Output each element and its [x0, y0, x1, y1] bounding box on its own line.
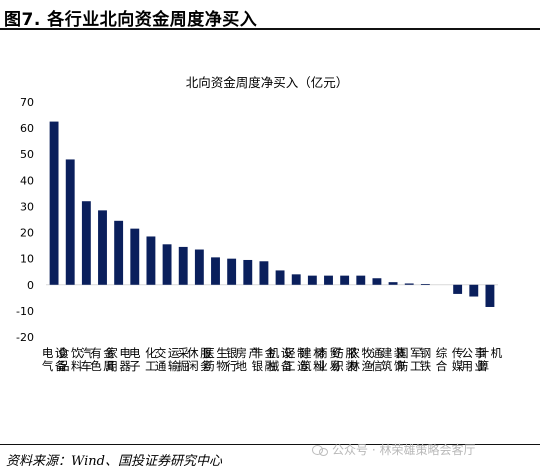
- x-tick-label: 家用电器: [106, 346, 131, 373]
- bar: [372, 278, 382, 285]
- bar: [49, 121, 59, 285]
- bar: [307, 275, 317, 285]
- x-tick-label: 汽车: [81, 346, 93, 373]
- bar: [81, 201, 91, 285]
- bar: [65, 159, 75, 285]
- y-tick-label: 10: [20, 253, 34, 266]
- y-tick-label: 30: [20, 200, 34, 213]
- x-tick-label: 国防军工: [397, 346, 422, 373]
- bottom-rule: [0, 444, 540, 445]
- x-tick-label: 纺织服装: [332, 346, 357, 373]
- source-note: 资料来源：Wind、国投证券研究中心: [6, 454, 222, 469]
- x-tick-label: 交通运输: [155, 346, 180, 373]
- x-tick-label: 医药生物: [203, 346, 228, 373]
- top-rule: [0, 28, 540, 30]
- figure-header: 图7. 各行业北向资金周度净买入: [0, 0, 540, 30]
- y-tick-label: 60: [20, 122, 34, 135]
- y-tick-label: 40: [20, 174, 34, 187]
- y-tick-label: 0: [27, 279, 34, 292]
- x-tick-label: 休闲服务: [187, 346, 212, 373]
- x-tick-label: 公用事业: [462, 346, 487, 373]
- bars: [49, 121, 495, 307]
- bar: [485, 284, 495, 307]
- bar: [146, 236, 156, 285]
- bar: [420, 283, 430, 285]
- x-tick-label: 有色金属: [90, 346, 115, 373]
- watermark: 公众号 · 林荣雄策略会客厅: [312, 441, 475, 458]
- bar: [356, 275, 366, 285]
- x-tick-label: 传媒: [452, 346, 464, 373]
- x-tick-label: 电子: [129, 346, 141, 373]
- bar: [194, 249, 204, 285]
- x-tick-label: 非银金融: [252, 346, 277, 373]
- x-tick-label: 计算机: [478, 346, 503, 373]
- bar: [259, 261, 269, 285]
- y-tick-label: -20: [16, 331, 34, 344]
- x-tick-label: 食品饮料: [58, 346, 83, 373]
- bar: [324, 275, 333, 285]
- x-tick-label: 房地产: [236, 346, 261, 373]
- bar: [227, 258, 237, 285]
- y-tick-label: 20: [20, 227, 34, 240]
- x-tick-label: 电气设备: [42, 346, 67, 373]
- bar: [453, 284, 463, 294]
- bar: [130, 228, 140, 285]
- bar: [404, 283, 414, 285]
- bar: [211, 257, 220, 285]
- x-tick-label: 综合: [436, 346, 448, 373]
- x-tick-label: 机械设备: [268, 346, 293, 373]
- x-axis-labels: 电气设备食品饮料汽车有色金属家用电器电子化工交通运输采掘休闲服务医药生物银行房地…: [42, 346, 503, 373]
- x-tick-label: 轻工制造: [284, 346, 309, 373]
- figure-title: 图7. 各行业北向资金周度净买入: [4, 10, 258, 30]
- bar: [275, 270, 285, 285]
- y-tick-label: -10: [16, 305, 34, 318]
- x-tick-label: 银行: [226, 346, 238, 373]
- bar: [243, 259, 253, 285]
- x-tick-label: 通信: [371, 346, 383, 373]
- bar: [469, 284, 479, 297]
- x-tick-label: 钢铁: [420, 346, 432, 373]
- y-axis: 70 60 50 40 30 20 10 0 -10 -20: [16, 96, 34, 344]
- x-tick-label: 化工: [145, 346, 157, 373]
- x-tick-label: 农林牧渔: [349, 346, 374, 373]
- bar: [340, 275, 350, 285]
- watermark-text: 公众号 · 林荣雄策略会客厅: [332, 443, 476, 457]
- wechat-icon: [312, 444, 328, 456]
- x-tick-label: 采掘: [177, 346, 189, 373]
- x-tick-label: 商业贸易: [316, 346, 341, 373]
- bar: [162, 244, 172, 285]
- x-tick-label: 建筑装饰: [381, 346, 406, 373]
- bar: [114, 220, 124, 285]
- bar: [291, 274, 301, 285]
- y-tick-label: 70: [20, 96, 34, 109]
- x-tick-label: 建筑材料: [300, 346, 325, 373]
- chart-title: 北向资金周度净买入（亿元）: [186, 75, 349, 90]
- y-tick-label: 50: [20, 148, 34, 161]
- bar: [178, 246, 188, 285]
- bar: [388, 282, 398, 285]
- bar: [98, 210, 107, 285]
- bar-chart: 北向资金周度净买入（亿元） 70 60 50 40 30 20 10 0 -10 -20 电气设备…: [16, 75, 503, 373]
